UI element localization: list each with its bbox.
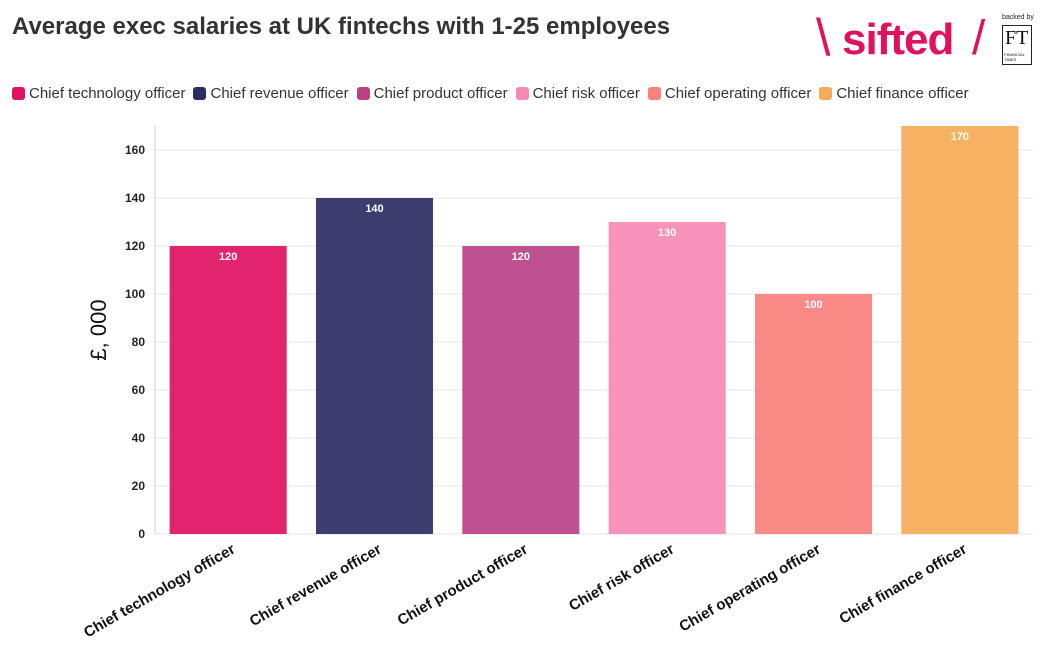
ft-name: FINANCIAL TIMES	[1004, 52, 1025, 62]
x-tick-label: Chief risk officer	[566, 541, 677, 615]
bar-chief-product-officer[interactable]	[462, 246, 580, 534]
legend-item-chief-technology-officer[interactable]: Chief technology officer	[12, 85, 185, 102]
legend-label: Chief technology officer	[29, 84, 186, 102]
x-tick-label: Chief revenue officer	[247, 541, 385, 630]
legend-swatch	[193, 86, 207, 100]
y-tick-label: 160	[125, 143, 145, 157]
ft-letters: FT	[1005, 27, 1029, 49]
y-tick-label: 60	[132, 383, 146, 397]
legend-swatch	[515, 86, 529, 100]
x-tick-label: Chief technology officer	[81, 541, 238, 642]
y-tick-label: 120	[125, 239, 145, 253]
y-tick-label: 100	[125, 287, 145, 301]
x-axis-labels: Chief technology officer Chief revenue of…	[81, 541, 970, 642]
legend-item-chief-operating-officer[interactable]: Chief operating officer	[647, 84, 812, 102]
legend-label: Chief operating officer	[664, 84, 812, 102]
x-tick-label: Chief operating officer	[676, 541, 823, 636]
bar-chief-operating-officer[interactable]	[754, 294, 873, 534]
y-tick-label: 40	[132, 431, 146, 445]
data-label: 120	[512, 251, 530, 263]
logo-wordmark: sifted	[842, 15, 954, 64]
logo-divider-icon: /	[972, 12, 986, 65]
chart-title: Average exec salaries at UK fintechs wit…	[12, 13, 671, 40]
gridlines	[154, 126, 1033, 535]
data-labels: 120 140 120 130 100 170	[219, 131, 969, 311]
x-tick-label: Chief product officer	[395, 541, 531, 630]
data-label: 140	[365, 203, 383, 215]
legend: Chief technology officer Chief revenue of…	[12, 83, 977, 103]
bar-chief-finance-officer[interactable]	[901, 126, 1019, 534]
logo-slash-icon: \	[816, 9, 831, 67]
data-label: 130	[658, 227, 676, 239]
data-label: 120	[219, 251, 237, 263]
y-axis-label: £, 000	[86, 299, 111, 360]
y-axis-ticks: 0 20 40 60 80 100 120 140 160	[125, 143, 145, 541]
bar-chief-risk-officer[interactable]	[608, 222, 726, 534]
legend-swatch	[12, 86, 25, 100]
bars	[169, 126, 1019, 534]
legend-item-chief-finance-officer[interactable]: Chief finance officer	[819, 84, 969, 102]
legend-label: Chief product officer	[373, 84, 508, 102]
bar-chief-technology-officer[interactable]	[169, 246, 287, 534]
ft-logo: FT FINANCIAL TIMES	[1002, 25, 1032, 65]
bar-chief-revenue-officer[interactable]	[315, 198, 434, 534]
y-tick-label: 0	[138, 527, 145, 541]
legend-swatch	[647, 86, 661, 100]
legend-swatch	[819, 86, 833, 100]
y-tick-label: 80	[132, 335, 146, 349]
legend-label: Chief risk officer	[532, 84, 640, 102]
y-tick-label: 140	[125, 191, 145, 205]
data-label: 170	[951, 131, 969, 143]
x-tick-label: Chief finance officer	[836, 541, 970, 628]
legend-item-chief-revenue-officer[interactable]: Chief revenue officer	[193, 84, 349, 102]
legend-swatch	[356, 86, 370, 100]
legend-label: Chief revenue officer	[210, 84, 349, 102]
legend-item-chief-risk-officer[interactable]: Chief risk officer	[515, 84, 640, 102]
legend-label: Chief finance officer	[836, 84, 969, 102]
y-tick-label: 20	[132, 479, 146, 493]
data-label: 100	[804, 299, 822, 311]
sifted-ft-logo: \ sifted / backed by FT FINANCIAL TIMES	[812, 12, 1044, 70]
logo-backed-by: backed by	[1002, 14, 1034, 21]
legend-item-chief-product-officer[interactable]: Chief product officer	[356, 84, 508, 102]
